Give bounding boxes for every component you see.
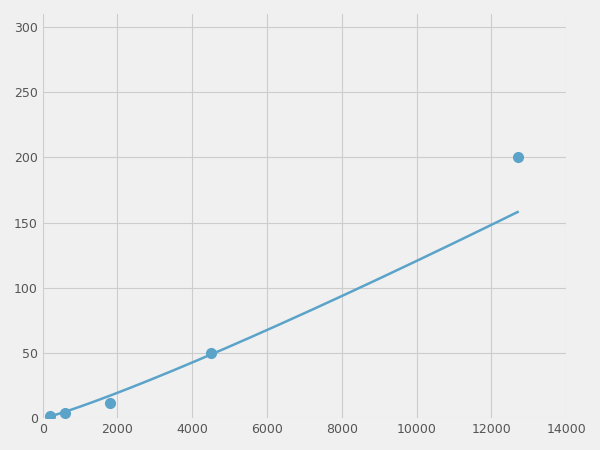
- Point: [206, 350, 216, 357]
- Point: [513, 154, 523, 161]
- Point: [60, 410, 70, 417]
- Point: [46, 412, 55, 419]
- Point: [105, 399, 115, 406]
